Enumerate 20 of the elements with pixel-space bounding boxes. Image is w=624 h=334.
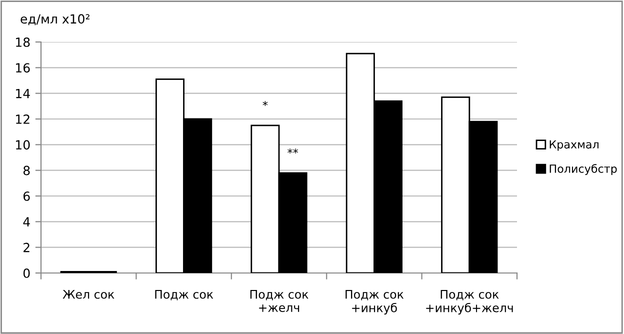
x-tick-label: Подж сок [155, 290, 214, 300]
y-axis-title: ед/мл x10² [20, 14, 90, 26]
y-tick-label: 10 [16, 140, 30, 150]
legend-label: Полисубстр [550, 164, 617, 176]
x-tick-label: Подж сок +желч [250, 290, 308, 312]
annotation: * [262, 100, 268, 106]
annotation: ** [288, 148, 298, 154]
x-tick-label: Подж сок +инкуб+желч [426, 290, 513, 315]
y-tick-label: 16 [16, 63, 30, 73]
y-tick-label: 4 [23, 217, 30, 226]
x-tick-label: Жел сок [62, 290, 114, 299]
y-tick-label: 8 [23, 166, 30, 176]
y-tick-label: 2 [24, 242, 30, 252]
legend-label: Крахмал [550, 140, 598, 151]
x-tick-label: Подж сок +инкуб [346, 290, 404, 315]
y-tick-label: 0 [23, 268, 30, 278]
y-tick-label: 12 [16, 114, 30, 124]
y-tick-label: 18 [16, 37, 30, 47]
y-tick-label: 6 [24, 191, 30, 201]
y-tick-label: 14 [16, 88, 30, 98]
